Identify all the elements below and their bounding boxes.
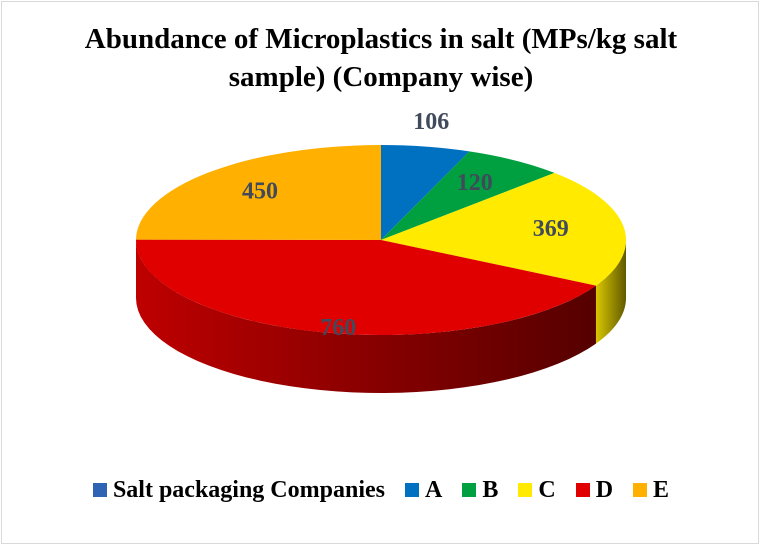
legend-swatch-b: [462, 483, 477, 497]
legend-swatch-e: [633, 483, 648, 497]
legend-item-c: C: [518, 476, 556, 504]
legend-label-d: D: [595, 476, 614, 503]
legend-item-a: A: [405, 477, 442, 504]
legend-item-b: B: [462, 477, 498, 504]
legend-item-d: D: [575, 476, 614, 504]
legend-item-e: E: [633, 477, 669, 504]
pie-slice-d: [135, 239, 596, 336]
legend-label-c: C: [538, 476, 556, 503]
pie-side-d: [136, 240, 596, 393]
legend-swatch-series: [92, 483, 107, 497]
legend: Salt packaging Companies A B C D E: [0, 470, 762, 510]
legend-label-a: A: [425, 476, 443, 503]
data-label-b: 120: [457, 170, 493, 196]
pie-side-c: [595, 240, 626, 344]
data-label-e: 450: [242, 178, 278, 204]
legend-swatch-d: [575, 483, 590, 497]
legend-label-e: E: [653, 476, 670, 503]
chart-title: Abundance of Microplastics in salt (MPs/…: [84, 23, 678, 93]
pie-slice-e: [136, 145, 381, 240]
legend-item-series: Salt packaging Companies: [92, 476, 385, 504]
pie-slice-b: [381, 151, 555, 240]
pie-slice-c: [381, 172, 627, 286]
legend-swatch-c: [518, 483, 533, 497]
data-label-a: 106: [413, 109, 449, 135]
pie-slice-a: [381, 145, 470, 240]
legend-label-series: Salt packaging Companies: [112, 476, 385, 503]
data-label-c: 369: [533, 216, 569, 242]
legend-label-b: B: [482, 476, 499, 503]
legend-swatch-a: [405, 483, 419, 497]
data-label-d: 760: [320, 315, 356, 341]
